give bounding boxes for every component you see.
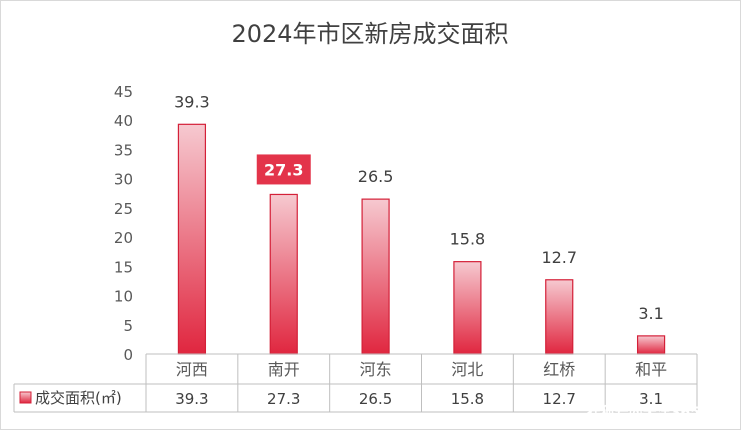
table-value: 12.7 [543, 390, 576, 408]
y-tick-label: 35 [114, 141, 133, 159]
table-value: 15.8 [451, 390, 484, 408]
bar [636, 335, 666, 355]
legend-label: 成交面积(㎡) [35, 389, 122, 407]
table-value: 26.5 [359, 390, 392, 408]
data-label: 12.7 [541, 248, 577, 267]
table-value: 3.1 [639, 390, 663, 408]
bar [269, 193, 298, 355]
bar [177, 123, 207, 355]
data-label: 15.8 [450, 230, 486, 249]
y-tick-label: 20 [114, 229, 133, 247]
category-label: 南开 [268, 360, 300, 379]
y-tick-label: 5 [123, 317, 133, 335]
watermark: 搜狐号@天津365淘房 [587, 404, 728, 421]
category-label: 和平 [635, 360, 667, 379]
category-label: 河北 [451, 360, 483, 379]
legend-swatch [19, 391, 32, 404]
y-tick-label: 25 [114, 200, 133, 218]
y-tick-label: 15 [114, 258, 133, 276]
category-label: 河西 [176, 360, 208, 379]
highlight-label-box [256, 154, 311, 185]
bar [453, 261, 482, 355]
y-tick-label: 10 [114, 288, 133, 306]
table-value: 39.3 [175, 390, 208, 408]
data-label: 3.1 [638, 304, 663, 323]
bar [361, 198, 390, 355]
bars [177, 123, 666, 355]
category-label: 河东 [360, 360, 392, 379]
chart-title: 2024年市区新房成交面积 [231, 20, 508, 48]
data-labels: 39.3 27.3 26.5 15.8 12.7 3.1 [174, 92, 664, 323]
y-axis: 0 5 10 15 20 25 30 35 40 45 [114, 83, 697, 364]
y-tick-label: 45 [114, 83, 133, 101]
data-table: 河西 39.3 南开 27.3 河东 26.5 河北 15.8 红桥 12.7 和平 3.1 成交面积(… [13, 353, 698, 413]
category-label: 红桥 [543, 360, 575, 379]
data-label: 39.3 [174, 92, 210, 111]
table-value: 27.3 [267, 390, 300, 408]
y-tick-label: 0 [123, 346, 133, 364]
y-tick-label: 30 [114, 171, 133, 189]
bar [545, 279, 574, 355]
y-tick-label: 40 [114, 112, 133, 130]
data-label: 27.3 [264, 160, 303, 179]
data-label: 26.5 [358, 167, 394, 186]
